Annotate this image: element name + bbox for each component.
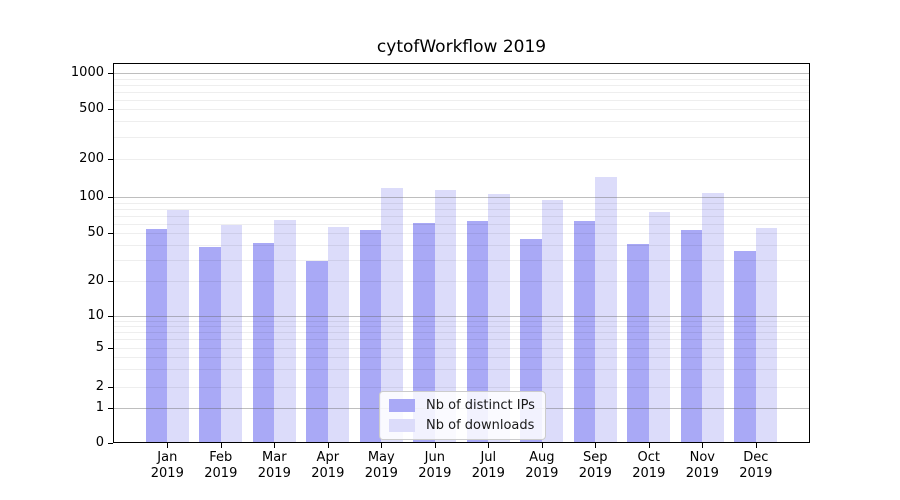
x-tick-label: Nov 2019 bbox=[685, 450, 719, 481]
y-tick-mark bbox=[108, 408, 113, 410]
bar-ips-jan bbox=[145, 229, 168, 442]
bar-downloads-apr bbox=[327, 227, 350, 442]
y-tick-mark bbox=[108, 347, 113, 349]
bar-downloads-sep bbox=[595, 176, 617, 442]
bar-downloads-may bbox=[381, 188, 403, 442]
x-tick-label: Oct 2019 bbox=[632, 450, 666, 481]
x-tick-label: Feb 2019 bbox=[204, 450, 238, 481]
x-tick-label: Jul 2019 bbox=[471, 450, 505, 481]
y-tick-label: 20 bbox=[87, 273, 104, 288]
plot-area: Nb of distinct IPs Nb of downloads bbox=[113, 63, 810, 443]
x-tick-label: May 2019 bbox=[364, 450, 398, 481]
bar-downloads-aug bbox=[541, 199, 564, 442]
bar-ips-apr bbox=[306, 260, 328, 442]
chart-title: cytofWorkflow 2019 bbox=[376, 37, 547, 57]
y-tick-mark bbox=[108, 233, 113, 235]
bar-ips-may bbox=[359, 230, 382, 442]
bar-ips-dec bbox=[734, 250, 756, 442]
x-tick-label: Sep 2019 bbox=[578, 450, 612, 481]
y-tick-label: 0 bbox=[95, 435, 104, 450]
legend-swatch-ips bbox=[389, 399, 415, 412]
bars-layer bbox=[114, 64, 809, 442]
bar-ips-nov bbox=[680, 230, 703, 442]
x-tick-mark bbox=[167, 443, 169, 448]
y-tick-mark bbox=[108, 158, 113, 160]
y-tick-mark bbox=[108, 316, 113, 317]
bar-downloads-oct bbox=[648, 211, 671, 442]
x-tick-mark bbox=[488, 443, 490, 448]
bar-ips-feb bbox=[199, 246, 221, 442]
bar-ips-jun bbox=[413, 222, 435, 442]
x-tick-label: Dec 2019 bbox=[739, 450, 773, 481]
bar-ips-jul bbox=[466, 221, 489, 442]
x-tick-label: Jan 2019 bbox=[150, 450, 184, 481]
x-tick-label: Mar 2019 bbox=[257, 450, 291, 481]
x-tick-mark bbox=[274, 443, 276, 448]
y-tick-label: 500 bbox=[79, 101, 104, 117]
bar-downloads-jan bbox=[167, 210, 189, 442]
y-tick-label: 200 bbox=[79, 150, 104, 166]
legend-item: Nb of downloads bbox=[389, 418, 536, 433]
x-tick-mark bbox=[541, 443, 543, 448]
legend-label: Nb of distinct IPs bbox=[426, 398, 535, 413]
x-tick-mark bbox=[220, 443, 222, 448]
bar-downloads-dec bbox=[755, 228, 778, 442]
y-tick-mark bbox=[108, 73, 113, 75]
x-tick-mark bbox=[595, 443, 597, 448]
bar-downloads-jul bbox=[488, 193, 510, 442]
y-tick-mark bbox=[108, 281, 113, 282]
y-tick-label: 5 bbox=[95, 339, 104, 355]
y-tick-label: 1 bbox=[95, 400, 104, 416]
bar-downloads-nov bbox=[702, 193, 724, 442]
x-tick-mark bbox=[434, 443, 436, 448]
y-tick-label: 1000 bbox=[70, 65, 104, 81]
x-tick-label: Apr 2019 bbox=[311, 450, 345, 481]
y-tick-label: 50 bbox=[87, 225, 104, 241]
legend-item: Nb of distinct IPs bbox=[389, 398, 536, 413]
y-tick-label: 100 bbox=[79, 189, 104, 204]
bar-ips-mar bbox=[252, 242, 275, 442]
legend-swatch-downloads bbox=[389, 419, 415, 432]
x-tick-mark bbox=[702, 443, 704, 448]
x-tick-mark bbox=[327, 443, 329, 448]
y-tick-label: 2 bbox=[95, 378, 104, 394]
y-tick-mark bbox=[108, 197, 113, 198]
bar-downloads-feb bbox=[220, 224, 243, 442]
y-tick-mark bbox=[108, 386, 113, 388]
bar-ips-oct bbox=[627, 243, 649, 442]
x-tick-mark bbox=[755, 443, 757, 448]
bar-downloads-jun bbox=[434, 189, 457, 442]
x-tick-mark bbox=[648, 443, 650, 448]
legend-label: Nb of downloads bbox=[426, 418, 535, 433]
bar-ips-sep bbox=[573, 221, 596, 442]
x-tick-mark bbox=[381, 443, 383, 448]
bar-downloads-mar bbox=[274, 220, 296, 442]
legend: Nb of distinct IPs Nb of downloads bbox=[379, 391, 546, 440]
y-tick-label: 10 bbox=[87, 308, 104, 323]
y-tick-mark bbox=[108, 443, 113, 444]
x-tick-label: Jun 2019 bbox=[418, 450, 452, 481]
y-tick-mark bbox=[108, 109, 113, 111]
x-tick-label: Aug 2019 bbox=[525, 450, 559, 481]
